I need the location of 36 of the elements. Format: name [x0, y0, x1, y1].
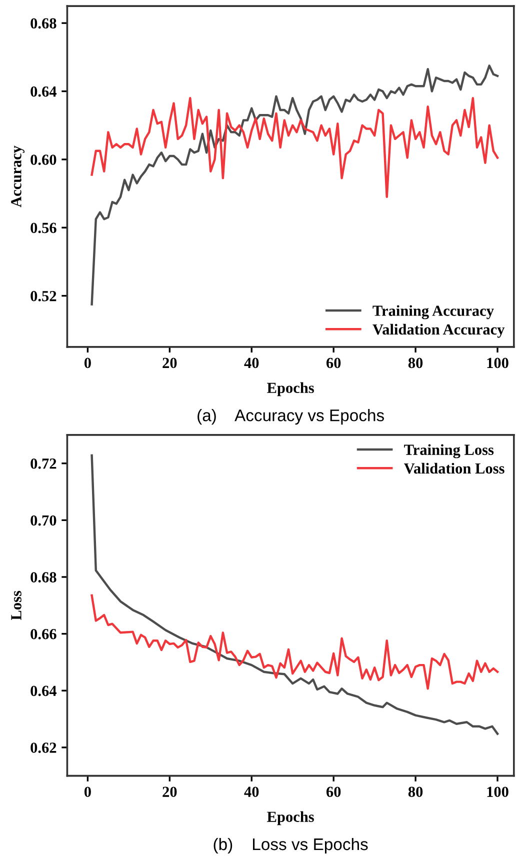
- y-tick-label: 0.52: [30, 290, 56, 302]
- legend-label: Validation Loss: [404, 462, 504, 474]
- x-tick-label: 40: [244, 358, 259, 368]
- y-tick-label: 0.72: [30, 458, 56, 469]
- line-series: [90, 64, 499, 306]
- legend-label: Validation Accuracy: [372, 324, 505, 338]
- x-tick-label: 100: [487, 358, 508, 368]
- text: (a) Accuracy vs Epochs: [198, 409, 384, 425]
- x-tick-label: 60: [326, 358, 341, 368]
- y-tick-label: 0.60: [30, 154, 56, 165]
- text: (b) Loss vs Epochs: [214, 838, 368, 854]
- x-tick-label: 80: [408, 786, 423, 798]
- x-tick-label: 100: [487, 786, 508, 798]
- x-tick-label: 80: [408, 358, 423, 368]
- y-axis-title: Loss: [11, 590, 22, 620]
- x-tick-label: 0: [84, 786, 91, 798]
- y-tick-label: 0.68: [30, 572, 56, 583]
- x-tick-label: 60: [326, 786, 341, 798]
- x-tick-label: 20: [162, 358, 177, 368]
- x-axis-title: Epochs: [267, 811, 314, 826]
- x-axis-title: Epochs: [267, 382, 314, 396]
- y-tick-label: 0.70: [30, 515, 56, 526]
- line-series: [90, 594, 499, 690]
- legend-label: Training Loss: [404, 444, 494, 458]
- y-tick-label: 0.66: [30, 628, 56, 640]
- line-series: [90, 96, 499, 198]
- y-tick-label: 0.56: [30, 222, 56, 234]
- x-tick-label: 20: [162, 786, 177, 798]
- legend-label: Training Accuracy: [372, 305, 494, 320]
- y-tick-label: 0.68: [30, 18, 56, 29]
- y-tick-label: 0.64: [30, 686, 57, 696]
- x-tick-label: 40: [244, 786, 259, 798]
- x-tick-label: 0: [84, 358, 91, 368]
- y-axis-title: Accuracy: [11, 146, 24, 208]
- y-tick-label: 0.62: [30, 742, 56, 753]
- y-tick-label: 0.64: [30, 86, 57, 97]
